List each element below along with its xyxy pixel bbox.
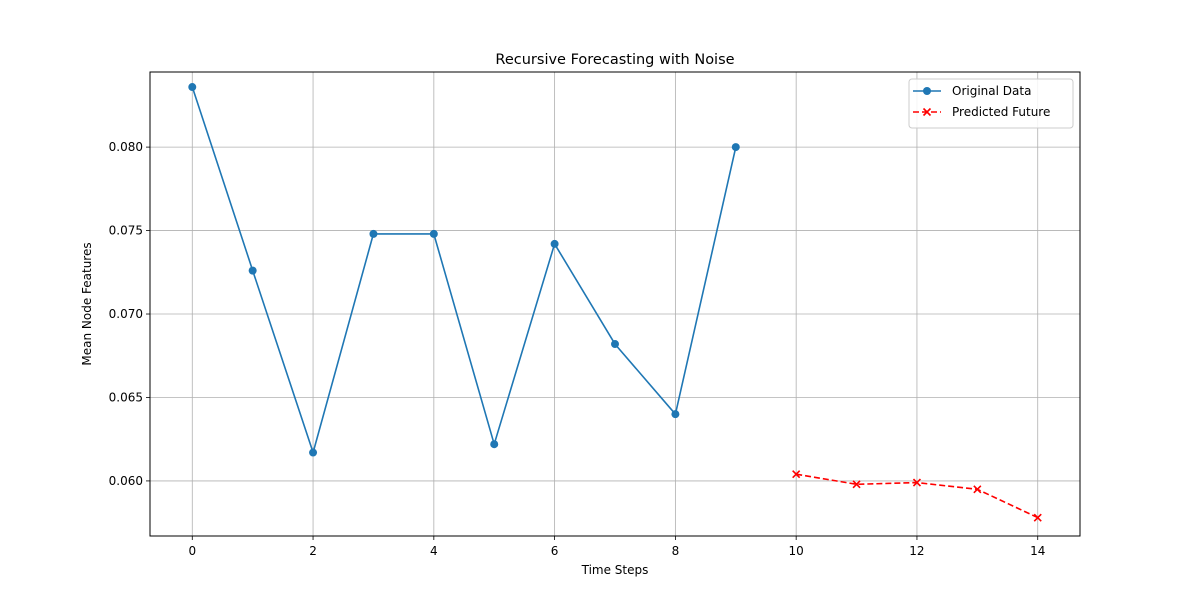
x-tick-label: 4 xyxy=(430,544,438,558)
x-tick-label: 8 xyxy=(672,544,680,558)
y-tick-label: 0.065 xyxy=(109,390,143,404)
x-tick-label: 12 xyxy=(909,544,924,558)
chart-title: Recursive Forecasting with Noise xyxy=(495,52,734,68)
x-tick-label: 14 xyxy=(1030,544,1045,558)
x-tick-label: 0 xyxy=(188,544,196,558)
data-point xyxy=(731,143,740,152)
data-point xyxy=(792,470,801,479)
series-line xyxy=(191,86,737,454)
data-point xyxy=(309,448,318,457)
legend-label-predicted: Predicted Future xyxy=(952,105,1050,119)
legend: Original Data Predicted Future xyxy=(908,78,1074,129)
y-axis-label: Mean Node Features xyxy=(80,242,94,365)
data-point xyxy=(1033,513,1042,522)
x-tick-label: 10 xyxy=(789,544,804,558)
legend-box xyxy=(908,78,1074,129)
data-point xyxy=(852,480,861,489)
series-1 xyxy=(792,470,1042,522)
data-point xyxy=(611,340,619,349)
legend-label-original: Original Data xyxy=(952,84,1031,98)
legend-marker-predicted xyxy=(922,107,932,117)
plot-frame xyxy=(149,71,1081,537)
data-point xyxy=(671,410,680,419)
x-tick-label: 2 xyxy=(309,544,317,558)
data-point xyxy=(973,485,982,494)
x-axis-label: Time Steps xyxy=(581,563,649,577)
data-point xyxy=(429,229,438,238)
y-tick-label: 0.080 xyxy=(109,140,143,154)
data-point xyxy=(369,229,378,238)
data-point xyxy=(248,266,257,275)
data-point xyxy=(550,239,559,248)
y-tick-label: 0.075 xyxy=(109,224,143,238)
data-point xyxy=(188,83,197,92)
y-tick-label: 0.060 xyxy=(109,474,143,488)
x-axis: 0 2 4 6 8 10 12 14 xyxy=(188,536,1045,558)
legend-marker-original xyxy=(923,87,931,95)
data-point xyxy=(490,440,499,449)
series-layer xyxy=(188,83,1042,522)
x-tick-label: 6 xyxy=(551,544,559,558)
series-0 xyxy=(188,83,740,457)
y-axis: 0.060 0.065 0.070 0.075 0.080 xyxy=(109,140,150,488)
data-point xyxy=(912,478,922,487)
y-tick-label: 0.070 xyxy=(109,307,143,321)
grid-lines xyxy=(150,72,1080,536)
